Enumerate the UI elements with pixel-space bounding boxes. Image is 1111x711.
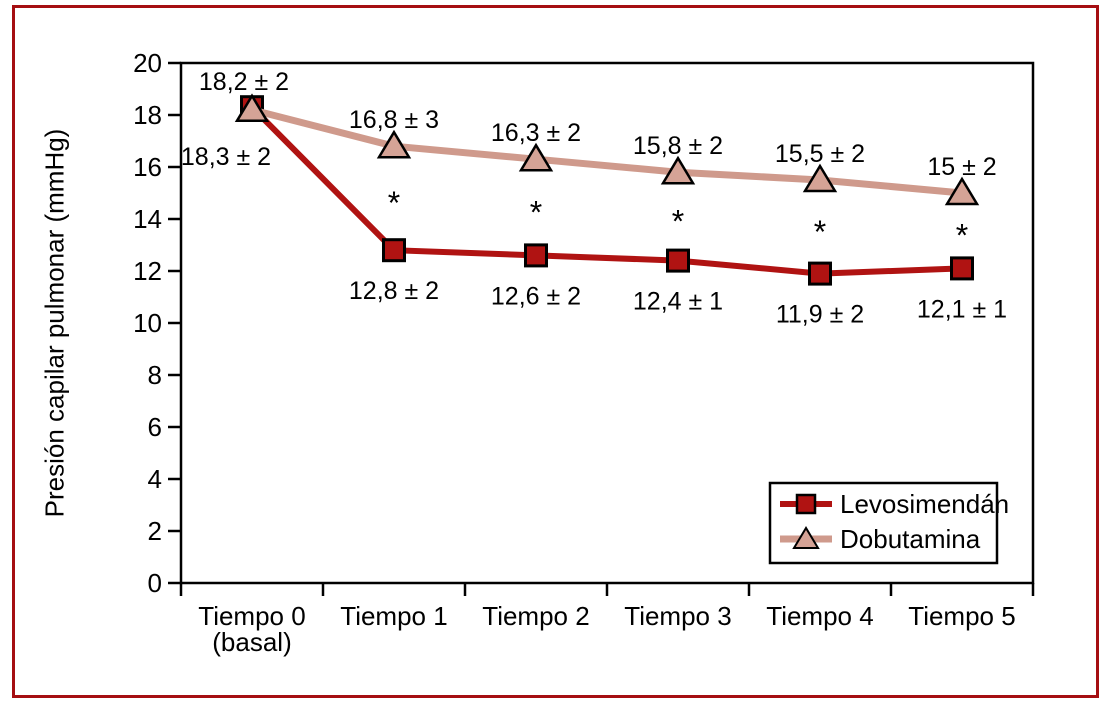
data-marker-triangle <box>376 129 412 159</box>
point-label: 15,8 ± 2 <box>633 132 723 160</box>
y-tick-label: 18 <box>133 100 162 130</box>
legend-marker-triangle <box>792 526 820 549</box>
data-marker-triangle <box>944 176 980 206</box>
point-label: 12,8 ± 2 <box>349 277 439 305</box>
y-tick-label: 12 <box>133 256 162 286</box>
significance-asterisk: * <box>956 218 968 254</box>
data-marker-square <box>524 243 548 268</box>
point-label: 12,4 ± 1 <box>633 288 723 316</box>
point-label: 11,9 ± 2 <box>776 301 864 329</box>
x-tick-label: Tiempo 0 <box>198 601 305 631</box>
data-marker-triangle <box>802 163 838 193</box>
legend-marker-square <box>795 493 817 515</box>
data-marker-square <box>950 256 974 281</box>
significance-asterisk: * <box>814 214 826 250</box>
data-marker-square <box>808 261 832 286</box>
legend-label: Dobutamina <box>840 524 981 554</box>
point-label: 15 ± 2 <box>927 153 996 181</box>
series-line-0 <box>249 105 963 277</box>
significance-asterisk: * <box>388 185 400 221</box>
y-tick-label: 6 <box>148 412 162 442</box>
x-tick-label: Tiempo 3 <box>624 601 731 631</box>
point-label: 15,5 ± 2 <box>775 140 865 168</box>
point-label: 16,3 ± 2 <box>491 119 581 147</box>
y-tick-label: 10 <box>133 308 162 338</box>
y-tick-label: 4 <box>148 464 162 494</box>
point-label: 12,6 ± 2 <box>491 282 581 310</box>
series-line-1 <box>251 106 963 197</box>
data-marker-triangle <box>234 93 270 123</box>
y-tick-label: 2 <box>148 516 162 546</box>
x-tick-label: Tiempo 5 <box>908 601 1015 631</box>
y-tick-label: 16 <box>133 152 162 182</box>
point-label: 12,1 ± 1 <box>917 295 1007 323</box>
data-marker-square <box>382 238 406 263</box>
significance-asterisk: * <box>672 203 684 239</box>
y-tick-label: 8 <box>148 360 162 390</box>
legend-label: Levosimendán <box>840 489 1009 519</box>
data-marker-square <box>666 248 690 273</box>
point-label: 18,3 ± 2 <box>181 143 271 171</box>
y-tick-label: 0 <box>148 568 162 598</box>
x-tick-label: Tiempo 2 <box>482 601 589 631</box>
x-tick-label: Tiempo 4 <box>766 601 873 631</box>
significance-asterisk: * <box>530 194 542 230</box>
y-tick-label: 14 <box>133 204 162 234</box>
data-marker-triangle <box>518 142 554 172</box>
point-label: 18,2 ± 2 <box>199 68 289 96</box>
x-tick-label: Tiempo 1 <box>340 601 447 631</box>
point-label: 16,8 ± 3 <box>349 106 439 134</box>
y-tick-label: 20 <box>133 48 162 78</box>
data-marker-triangle <box>660 155 696 185</box>
x-tick-label: (basal) <box>212 627 291 657</box>
